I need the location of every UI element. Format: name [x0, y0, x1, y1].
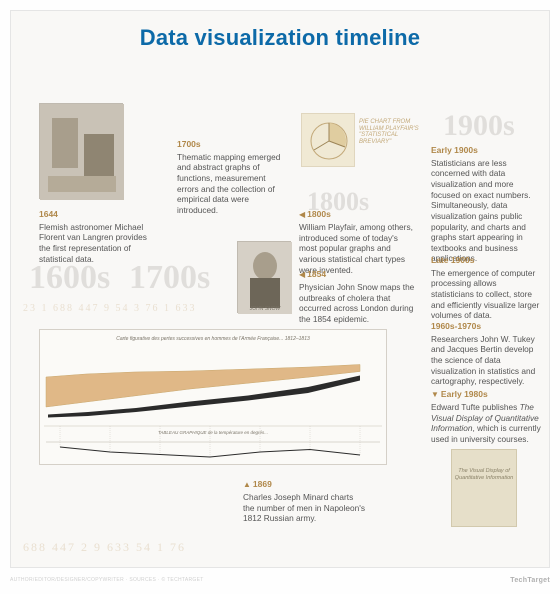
entry-1800s: ◀1800s William Playfair, among others, i…: [299, 209, 415, 277]
engraving-langren: [39, 103, 123, 199]
entry-text: Researchers John W. Tukey and Jacques Be…: [431, 334, 541, 387]
entry-text: Flemish astronomer Michael Florent van L…: [39, 222, 147, 264]
entry-year: 1700s: [177, 139, 201, 149]
entry-early-1900s: Early 1900s Statisticians are less conce…: [431, 145, 541, 266]
decade-1900s: 1900s: [443, 109, 515, 143]
footer-brand: TechTarget: [510, 577, 550, 584]
entry-1644: 1644 Flemish astronomer Michael Florent …: [39, 209, 147, 266]
entry-early-1980s: ▼Early 1980s Edward Tufte publishes The …: [431, 389, 541, 447]
entry-text: The emergence of computer processing all…: [431, 268, 541, 321]
marker-icon: ◀: [299, 210, 305, 219]
entry-1700s: 1700s Thematic mapping emerged and abstr…: [177, 139, 285, 218]
ghost-numbers-row: 688 447 2 9 633 54 1 76: [23, 540, 529, 555]
minard-chart: Carte figurative des pertes successives …: [39, 329, 387, 465]
entry-year: Late 1900s: [431, 255, 474, 265]
marker-icon: ◀: [299, 270, 305, 279]
entry-year: 1644: [39, 209, 58, 219]
marker-icon: ▲: [243, 480, 251, 489]
entry-text: Thematic mapping emerged and abstract gr…: [177, 152, 285, 216]
entry-year: 1869: [253, 479, 272, 489]
marker-icon: ▼: [431, 390, 439, 399]
pie-chart-caption: PIE CHART FROM WILLIAM PLAYFAIR'S "STATI…: [359, 119, 429, 145]
entry-year: Early 1980s: [441, 389, 488, 399]
footer: AUTHOR/EDITOR/DESIGNER/COPYWRITER · SOUR…: [10, 572, 550, 588]
page-title: Data visualization timeline: [11, 11, 549, 57]
book-thumbnail: The Visual Display of Quantitative Infor…: [451, 449, 517, 527]
entry-year: 1960s-1970s: [431, 321, 481, 331]
entry-1960s-1970s: 1960s-1970s Researchers John W. Tukey an…: [431, 321, 541, 389]
entry-year: 1800s: [307, 209, 331, 219]
entry-1869: ▲1869 Charles Joseph Minard charts the n…: [243, 479, 367, 526]
entry-text: William Playfair, among others, introduc…: [299, 222, 415, 275]
ghost-numbers-row: 23 1 688 447 9 54 3 76 1 633: [23, 303, 409, 314]
entry-year: Early 1900s: [431, 145, 478, 155]
infographic-panel: Data visualization timeline 1600s 1700s …: [10, 10, 550, 568]
entry-late-1900s: Late 1900s The emergence of computer pro…: [431, 255, 541, 323]
entry-year: 1854: [307, 269, 326, 279]
entry-text: Statisticians are less concerned with da…: [431, 158, 541, 264]
svg-text:Carte figurative des pertes su: Carte figurative des pertes successives …: [116, 336, 310, 342]
pie-chart-thumb: [301, 113, 355, 167]
entry-text: Charles Joseph Minard charts the number …: [243, 492, 367, 524]
book-title: The Visual Display of Quantitative Infor…: [452, 450, 516, 481]
footer-credits: AUTHOR/EDITOR/DESIGNER/COPYWRITER · SOUR…: [10, 577, 204, 583]
svg-text:TABLEAU GRAPHIQUE de la tempér: TABLEAU GRAPHIQUE de la température en d…: [158, 430, 268, 435]
entry-text: Edward Tufte publishes The Visual Displa…: [431, 402, 541, 444]
page-outer: Data visualization timeline 1600s 1700s …: [0, 0, 560, 594]
entry-1854: ◀1854 Physician John Snow maps the outbr…: [299, 269, 415, 327]
